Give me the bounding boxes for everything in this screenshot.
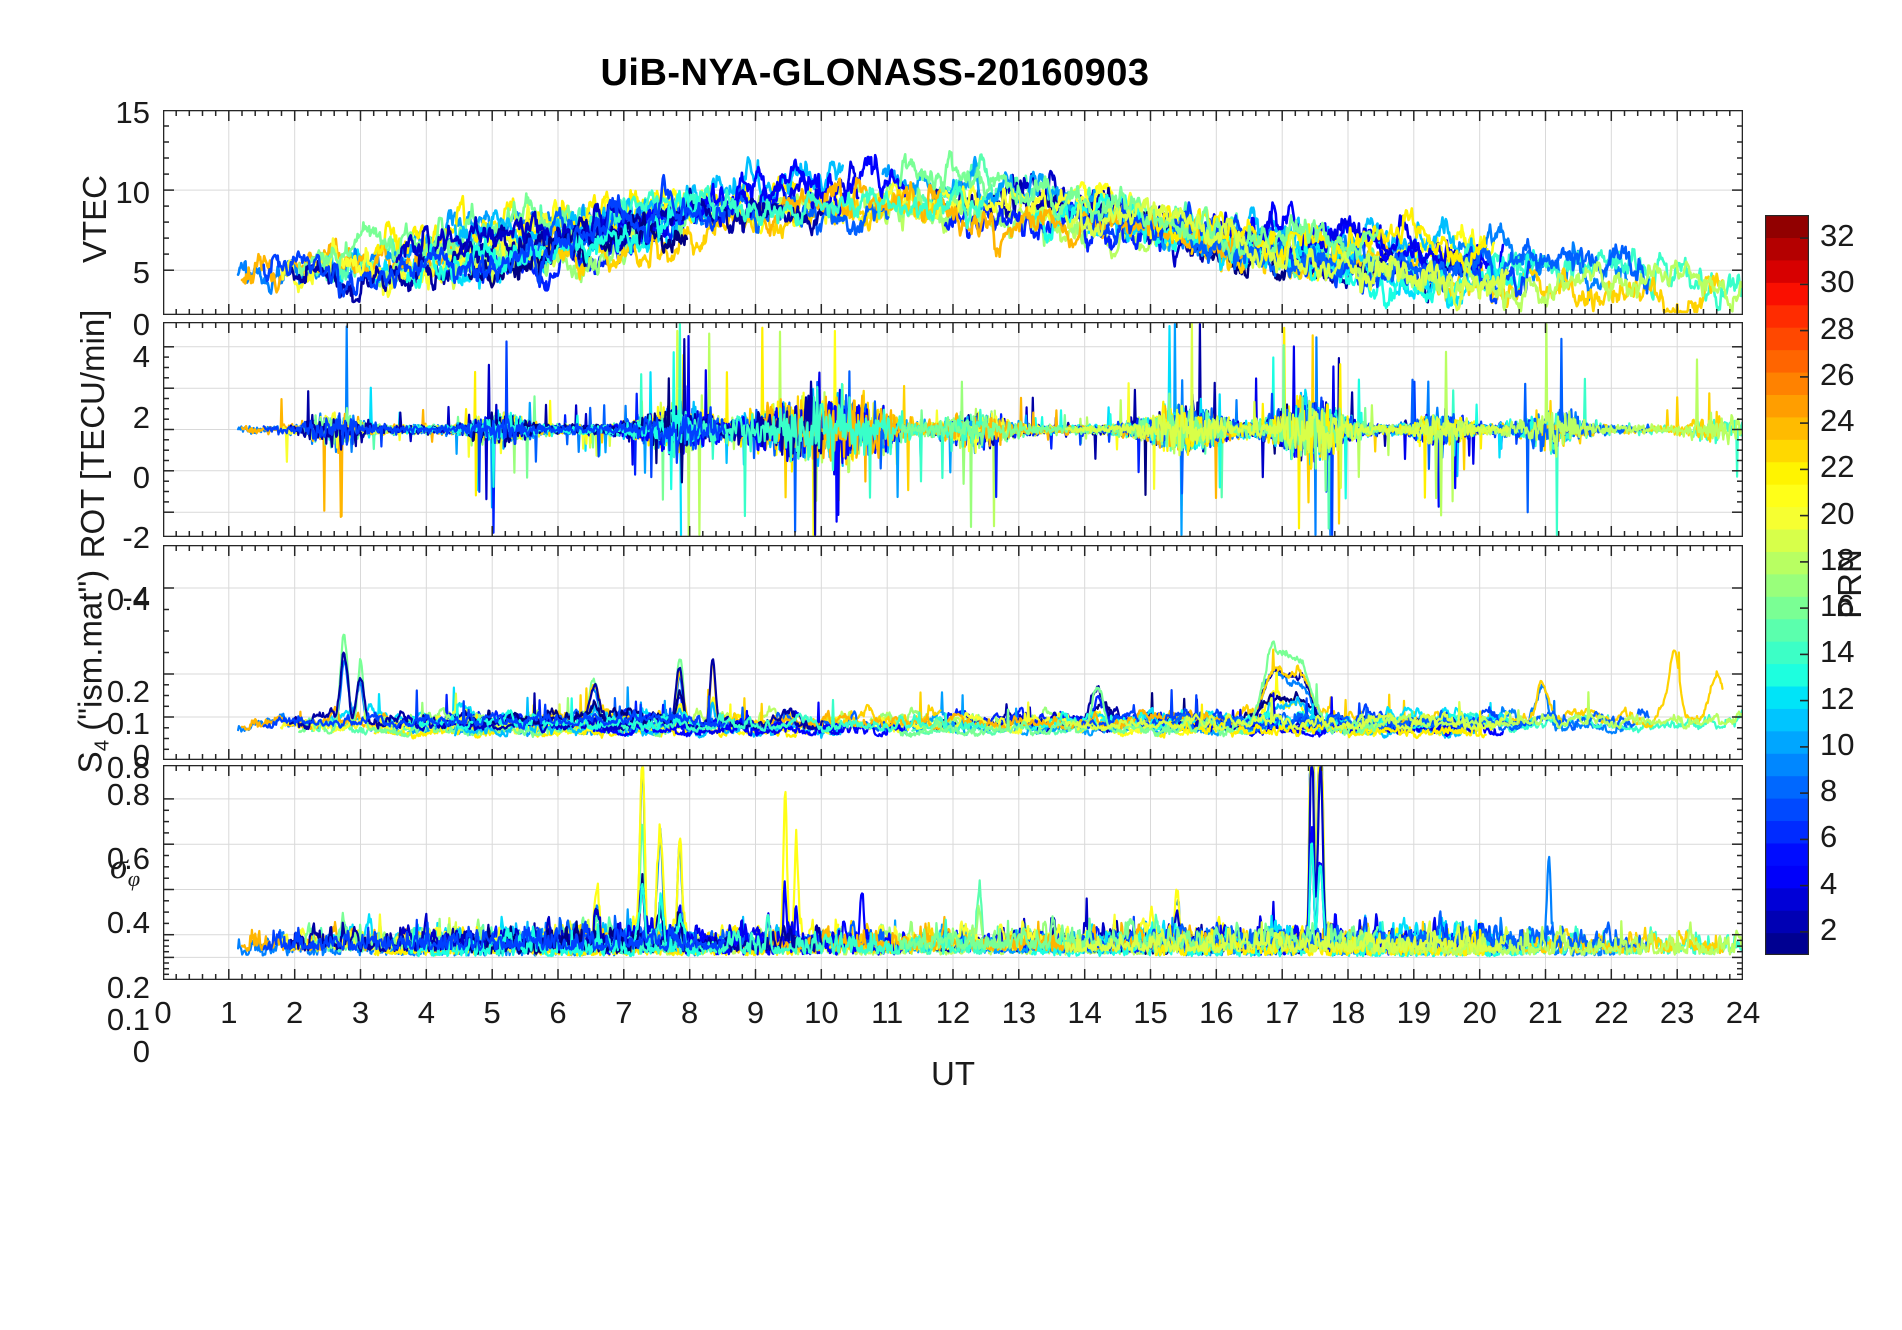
x-tick-15: 15 <box>1133 995 1168 1030</box>
colorbar-title: PRN <box>1831 549 1868 619</box>
sp-ytick-06: 0.6 <box>106 841 150 876</box>
sp-ytick-04: 0.4 <box>106 905 150 940</box>
colorbar-tick-6: 6 <box>1820 819 1838 855</box>
colorbar-tick-32: 32 <box>1820 218 1855 254</box>
colorbar-tick-2: 2 <box>1820 911 1838 947</box>
vtec-ytick-5: 5 <box>132 255 150 290</box>
colorbar[interactable] <box>1765 215 1809 955</box>
s4-ytick-01: 0.1 <box>106 706 150 741</box>
x-tick-3: 3 <box>351 995 370 1030</box>
page-title: UiB-NYA-GLONASS-20160903 <box>600 52 1150 94</box>
sigmaphi-plot-area <box>163 765 1743 980</box>
x-tick-16: 16 <box>1199 995 1234 1030</box>
x-tick-21: 21 <box>1528 995 1563 1030</box>
x-tick-13: 13 <box>1001 995 1037 1030</box>
sigmaphi-label-sub: φ <box>127 865 141 891</box>
x-tick-9: 9 <box>746 995 765 1030</box>
vtec-plot-area <box>163 110 1743 315</box>
colorbar-tick-10: 10 <box>1820 726 1855 762</box>
colorbar-tick-26: 26 <box>1820 356 1855 392</box>
vtec-ytick-10: 10 <box>115 175 150 210</box>
x-tick-4: 4 <box>417 995 435 1030</box>
colorbar-tick-20: 20 <box>1820 495 1855 531</box>
x-tick-6: 6 <box>549 995 567 1030</box>
x-tick-19: 19 <box>1396 995 1432 1030</box>
colorbar-tick-12: 12 <box>1820 680 1855 716</box>
sp-ytick-01: 0.1 <box>106 1002 150 1037</box>
colorbar-tick-14: 14 <box>1820 634 1855 670</box>
vtec-ytick-15: 15 <box>115 95 150 130</box>
s4-plot-area <box>163 545 1743 760</box>
x-tick-7: 7 <box>615 995 633 1030</box>
panel-s4 <box>163 545 1743 760</box>
s4-ytick-02: 0.2 <box>106 674 150 709</box>
rot-ytick-neg4: -4 <box>122 580 150 615</box>
x-tick-8: 8 <box>681 995 699 1030</box>
x-axis-title: UT <box>931 1055 975 1092</box>
x-tick-12: 12 <box>935 995 971 1030</box>
x-tick-23: 23 <box>1659 995 1695 1030</box>
colorbar-tick-22: 22 <box>1820 449 1855 485</box>
sp-ytick-08: 0.8 <box>106 777 150 812</box>
sigmaphi-axis-label: σφ <box>90 845 160 892</box>
rot-ytick-neg2: -2 <box>122 520 150 555</box>
rot-plot-area <box>163 322 1743 537</box>
x-tick-20: 20 <box>1462 995 1497 1030</box>
panel-sigmaphi <box>163 765 1743 980</box>
x-tick-5: 5 <box>483 995 501 1030</box>
colorbar-tick-28: 28 <box>1820 310 1855 346</box>
colorbar-tick-4: 4 <box>1820 865 1838 901</box>
x-tick-10: 10 <box>804 995 839 1030</box>
x-tick-11: 11 <box>871 995 904 1030</box>
rot-ytick-0: 0 <box>132 460 150 495</box>
panel-vtec <box>163 110 1743 315</box>
colorbar-tick-16: 16 <box>1820 588 1855 624</box>
x-tick-22: 22 <box>1594 995 1629 1030</box>
x-tick-17: 17 <box>1264 995 1300 1030</box>
colorbar-tick-8: 8 <box>1820 773 1838 809</box>
x-tick-18: 18 <box>1330 995 1366 1030</box>
x-tick-14: 14 <box>1067 995 1102 1030</box>
x-tick-24: 24 <box>1725 995 1761 1030</box>
sp-ytick-08-top: 0.8 <box>106 750 150 785</box>
colorbar-tick-24: 24 <box>1820 403 1855 439</box>
sigmaphi-label-base: σ <box>109 846 128 886</box>
s4-ytick-0: 0 <box>132 738 150 773</box>
rot-ytick-2: 2 <box>132 400 150 435</box>
sp-ytick-02: 0.2 <box>106 970 150 1005</box>
x-tick-0: 0 <box>154 995 172 1030</box>
sp-ytick-0: 0 <box>132 1034 150 1069</box>
colorbar-tick-30: 30 <box>1820 264 1855 300</box>
rot-ytick-4: 4 <box>132 339 150 374</box>
s4-ytick-04: 0.4 <box>106 582 150 617</box>
rot-ytick-0-top: 0 <box>132 307 150 342</box>
colorbar-tick-18: 18 <box>1820 541 1855 577</box>
x-tick-1: 1 <box>220 995 238 1030</box>
x-tick-2: 2 <box>286 995 304 1030</box>
panel-rot <box>163 322 1743 537</box>
